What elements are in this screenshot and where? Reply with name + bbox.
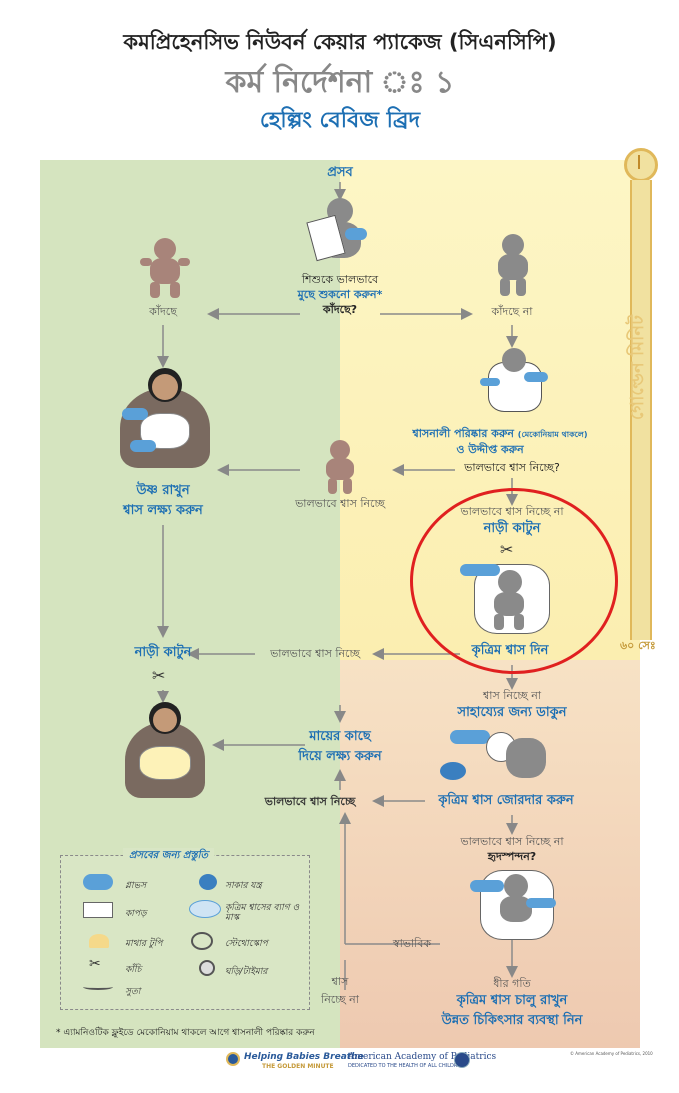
aap-tagline: DEDICATED TO THE HEALTH OF ALL CHILDREN [348, 1063, 465, 1069]
cap-icon [89, 934, 109, 948]
cloth-icon [83, 902, 113, 918]
thread-icon [83, 984, 113, 990]
heart-rate-question: হৃদস্পন্দন? [487, 850, 537, 863]
scissors-left-icon: ✂ [152, 666, 166, 685]
aap-logo-icon [454, 1052, 470, 1068]
meconium-note: (মেকোনিয়াম থাকলে) [517, 430, 588, 439]
not-crying-baby-illustration [490, 234, 536, 300]
legend-item-cap: মাথার টুপি [125, 939, 163, 949]
footnote: * এ্যামনিওটিক ফ্লুইডে মেকোনিয়াম থাকলে আ… [56, 1028, 315, 1038]
cut-cord-label: নাড়ী কাটুন [483, 521, 541, 536]
heart-rate-check-illustration [470, 866, 560, 942]
legend-item-suction: সাকার যন্ত্র [225, 881, 262, 891]
scissors-icon: ✂ [500, 540, 514, 559]
breathing-well-question: ভালভাবে শ্বাস নিচ্ছে? [464, 461, 560, 474]
golden-minute-bar [630, 180, 652, 640]
sixty-seconds-label: ৬০ সেঃ [620, 639, 656, 652]
bag-mask-icon [189, 900, 221, 918]
clear-airway-illustration [480, 348, 550, 420]
highlight-circle [410, 488, 618, 674]
advanced-care-label: উন্নত চিকিৎসার ব্যবস্থা নিন [441, 1013, 583, 1028]
legend-item-stethoscope: স্টেথোস্কোপ [225, 939, 268, 949]
legend-item-scissors: কাঁচি [125, 965, 142, 975]
dry-label-line2: মুছে শুকনো করুন* [297, 288, 383, 301]
hbb-logo-icon [226, 1052, 240, 1066]
crying-baby-illustration [140, 238, 190, 300]
breathing-well-3-label: ভালভাবে শ্বাস নিচ্ছে [264, 795, 356, 808]
suction-bulb-icon [199, 874, 217, 890]
drying-baby-illustration [305, 198, 375, 268]
breathing-baby-illustration [320, 440, 360, 496]
improve-ventilation-illustration [440, 726, 550, 786]
gloves-icon [83, 874, 113, 890]
legend-item-gloves: গ্লাভস [125, 881, 147, 891]
with-mother-line2: দিয়ে লক্ষ্য করুন [298, 749, 382, 764]
bag-mask-ventilation-illustration [460, 558, 560, 638]
breathing-well-label: ভালভাবে শ্বাস নিচ্ছে [295, 497, 385, 510]
breathing-well-2-label: ভালভাবে শ্বাস নিচ্ছে [270, 647, 360, 660]
preparation-legend: প্রসবের জন্য প্রস্তুতি গ্লাভস সাকার যন্ত… [60, 848, 310, 1010]
not-breathing-well-label: ভালভাবে শ্বাস নিচ্ছে না [460, 505, 564, 518]
copyright: © American Academy of Pediatrics, 2010 [570, 1051, 653, 1056]
legend-item-timer: ঘড়ি/টাইমার [225, 967, 268, 977]
clear-airway-label: শ্বাসনালী পরিষ্কার করুন (মেকোনিয়াম থাকল… [412, 427, 588, 440]
observe-breathing-label: শ্বাস লক্ষ্য করুন [123, 503, 203, 518]
legend-title: প্রসবের জন্য প্রস্তুতি [123, 848, 214, 865]
breathing-label-2: নিচ্ছে না [321, 993, 359, 1006]
timer-legend-icon [199, 960, 215, 976]
not-breathing-label: শ্বাস নিচ্ছে না [482, 689, 542, 702]
with-mother-line1: মায়ের কাছে [309, 729, 371, 744]
stethoscope-icon [191, 932, 213, 950]
hbb-name: Helping Babies Breathe [244, 1052, 364, 1062]
program-name: হেল্পিং বেবিজ ব্রিদ [259, 108, 421, 133]
call-help-label: সাহায্যের জন্য ডাকুন [457, 705, 567, 720]
legend-item-thread: সুতা [125, 987, 141, 997]
mother-skin-to-skin-illustration [120, 368, 210, 468]
dry-label-line1: শিশুকে ভালভাবে [301, 273, 379, 286]
hbb-tagline: THE GOLDEN MINUTE [262, 1063, 334, 1070]
keep-warm-label: উষ্ণ রাখুন [136, 483, 190, 498]
cut-cord-left-label: নাড়ী কাটুন [134, 645, 192, 660]
continue-ventilation-label: কৃত্রিম শ্বাস চালু রাখুন [456, 993, 568, 1008]
birth-label: প্রসব [327, 165, 353, 180]
poster-subtitle: কর্ম নির্দেশনা ঃ ১ [225, 65, 455, 100]
not-breathing-well-2-label: ভালভাবে শ্বাস নিচ্ছে না [460, 835, 564, 848]
improve-ventilation-label: কৃত্রিম শ্বাস জোরদার করুন [438, 793, 574, 808]
normal-label: স্বাভাবিক [392, 937, 432, 950]
legend-item-cloth: কাপড় [125, 909, 147, 919]
stimulate-label: ও উদ্দীপ্ত করুন [456, 443, 524, 456]
legend-item-bag-mask: কৃত্রিম শ্বাসের ব্যাগ ও মাস্ক [225, 903, 300, 923]
crying-question: কাঁদছে? [322, 303, 358, 316]
scissors-legend-icon: ✂ [89, 956, 101, 972]
peach-zone [340, 660, 640, 1048]
not-crying-label: কাঁদছে না [491, 305, 533, 318]
slow-label: ধীর গতি [493, 977, 531, 990]
mother-monitoring-illustration [125, 702, 205, 798]
poster-title: কমপ্রিহেনসিভ নিউবর্ন কেয়ার প্যাকেজ (সিএ… [123, 30, 557, 54]
aap-name: American Academy of Pediatrics [348, 1052, 497, 1062]
breathing-label-1: শ্বাস [331, 975, 349, 988]
crying-label: কাঁদছে [149, 305, 177, 318]
ventilate-label: কৃত্রিম শ্বাস দিন [471, 643, 549, 658]
